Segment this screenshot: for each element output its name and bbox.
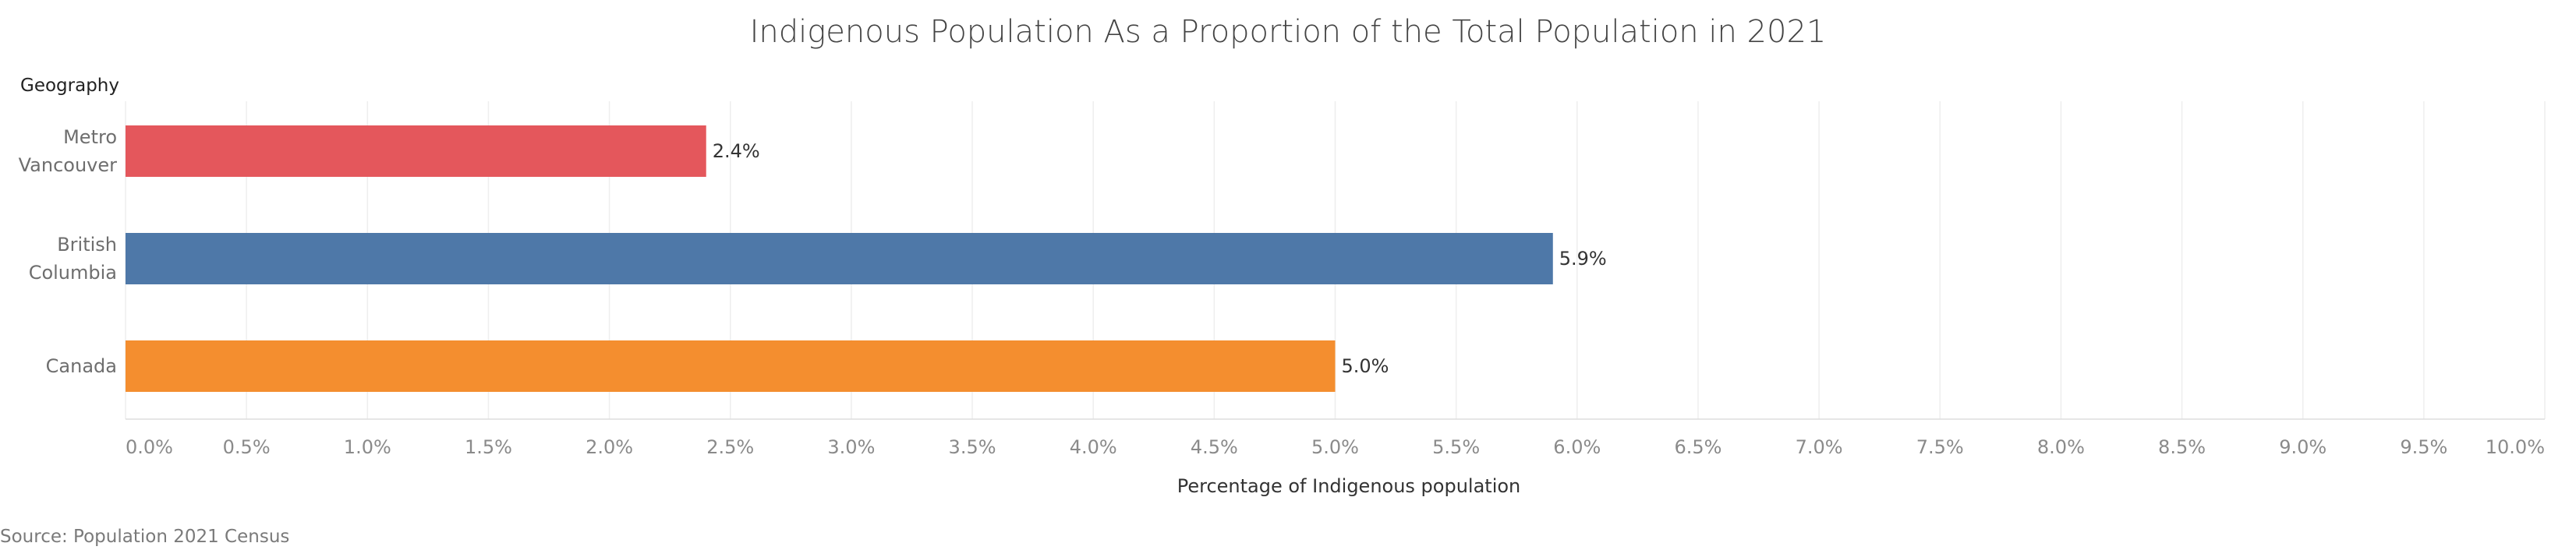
bar — [126, 340, 1336, 392]
x-tick-label: 7.5% — [1916, 436, 1964, 458]
x-tick-label: 7.0% — [1796, 436, 1843, 458]
x-axis-label: Percentage of Indigenous population — [1177, 475, 1521, 497]
chart-title: Indigenous Population As a Proportion of… — [750, 14, 1827, 50]
x-tick-label: 1.0% — [344, 436, 391, 458]
x-tick-label: 5.5% — [1432, 436, 1480, 458]
x-tick-label: 2.0% — [586, 436, 633, 458]
category-label: British Columbia — [29, 234, 117, 284]
data-label: 5.9% — [1559, 248, 1607, 270]
x-tick-label: 6.5% — [1674, 436, 1721, 458]
x-tick-label: 9.5% — [2400, 436, 2447, 458]
source-note: Source: Population 2021 Census — [0, 527, 289, 547]
x-tick-label: 0.5% — [223, 436, 271, 458]
bar — [126, 125, 706, 177]
data-labels: 2.4% 5.9% 5.0% — [713, 140, 1607, 377]
x-tick-label: 5.0% — [1311, 436, 1359, 458]
x-tick-label: 4.0% — [1070, 436, 1117, 458]
x-tick-label: 1.5% — [465, 436, 512, 458]
x-tick-label: 2.5% — [706, 436, 754, 458]
x-tick-label: 4.5% — [1191, 436, 1238, 458]
x-tick-label: 10.0% — [2486, 436, 2545, 458]
x-tick-label: 3.0% — [827, 436, 875, 458]
category-labels: Metro Vancouver British Columbia Canada — [19, 126, 118, 377]
data-label: 2.4% — [713, 140, 760, 162]
x-tick-label: 0.0% — [126, 436, 173, 458]
x-tick-label: 8.5% — [2158, 436, 2206, 458]
category-header: Geography — [20, 76, 119, 96]
x-tick-label: 8.0% — [2037, 436, 2085, 458]
bar — [126, 233, 1553, 284]
x-tick-label: 3.5% — [949, 436, 996, 458]
x-tick-label: 9.0% — [2279, 436, 2327, 458]
data-label: 5.0% — [1342, 355, 1389, 377]
x-axis-ticks: 0.0% 0.5% 1.0% 1.5% 2.0% 2.5% 3.0% 3.5% 4.0% 4.5%… — [126, 436, 2545, 458]
bars — [126, 125, 1553, 392]
category-label: Canada — [46, 355, 117, 377]
grid-lines — [125, 101, 2546, 420]
category-label: Metro Vancouver — [19, 126, 118, 176]
x-tick-label: 6.0% — [1553, 436, 1601, 458]
